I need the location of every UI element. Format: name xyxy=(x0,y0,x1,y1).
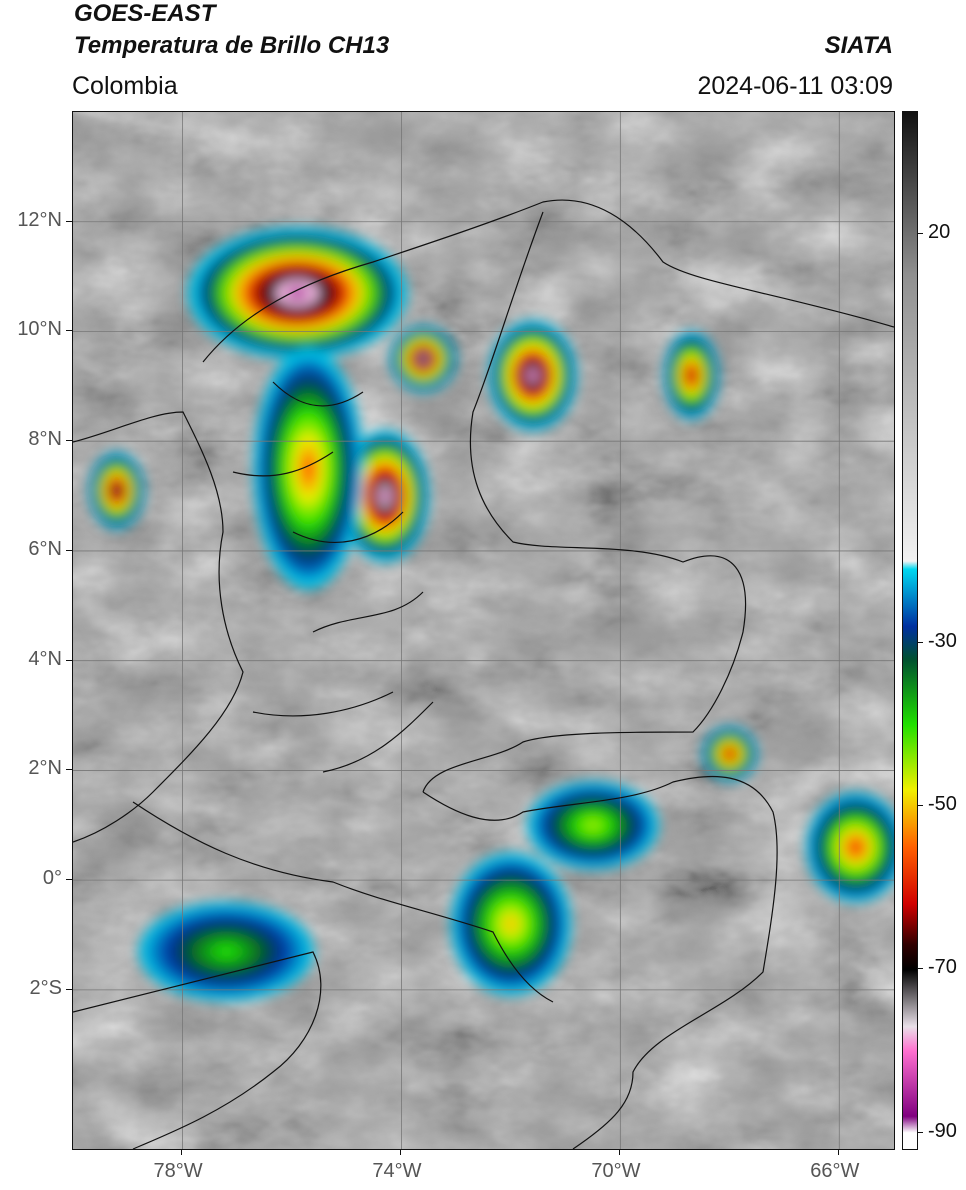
latitude-label: 0° xyxy=(42,867,62,890)
latitude-tick xyxy=(66,330,72,332)
colorbar-label: 20 xyxy=(928,221,951,244)
colorbar-tick xyxy=(917,641,923,643)
latitude-tick xyxy=(66,220,72,222)
graticule xyxy=(73,112,894,1149)
latitude-label: 6°N xyxy=(28,537,62,560)
cell-ring xyxy=(114,486,120,495)
longitude-tick xyxy=(838,1149,840,1155)
latitude-tick xyxy=(66,440,72,442)
country-borders xyxy=(73,199,894,1149)
caribbean-northwest-cell xyxy=(187,227,407,359)
latitude-label: 8°N xyxy=(28,428,62,451)
colombia-ecuador-border xyxy=(132,801,554,1003)
cell-ring xyxy=(504,916,517,932)
satellite-title: GOES-EAST xyxy=(74,0,216,27)
cell-ring xyxy=(302,456,314,481)
santander-cell xyxy=(341,430,429,562)
ecuador-peru-cells xyxy=(138,902,314,1001)
magdalena-cell xyxy=(390,325,457,392)
latitude-tick xyxy=(66,769,72,771)
longitude-label: 74°W xyxy=(372,1160,422,1182)
venezuela-east-cell xyxy=(664,331,719,420)
colorbar xyxy=(902,111,918,1150)
cell-ring xyxy=(217,946,236,957)
cell-ring xyxy=(420,355,427,363)
longitude-tick xyxy=(619,1149,621,1155)
cell-ring xyxy=(586,820,600,830)
latitude-tick xyxy=(66,549,72,551)
maracaibo-cell xyxy=(488,320,577,431)
latitude-label: 4°N xyxy=(28,647,62,670)
vaupes-cell xyxy=(527,781,659,870)
colorbar-tick xyxy=(917,805,923,807)
longitude-tick xyxy=(400,1149,402,1155)
product-title: Temperatura de Brillo CH13 xyxy=(74,32,390,59)
colombia-venezuela-border xyxy=(422,211,747,793)
ecuador-peru-border xyxy=(73,951,322,1149)
datetime-label: 2024-06-11 03:09 xyxy=(697,72,893,100)
latitude-label: 2°S xyxy=(29,976,62,999)
longitude-tick xyxy=(181,1149,183,1155)
storm-cells-layer xyxy=(89,227,894,1001)
agency-label: SIATA xyxy=(824,32,893,59)
colombia-brazil-border xyxy=(422,775,778,1149)
colorbar-tick xyxy=(917,233,923,235)
longitude-label: 78°W xyxy=(153,1160,203,1182)
region-label: Colombia xyxy=(72,72,178,100)
latitude-label: 12°N xyxy=(17,208,62,231)
latitude-tick xyxy=(66,879,72,881)
latitude-label: 10°N xyxy=(17,318,62,341)
satellite-map xyxy=(72,111,895,1150)
colorbar-label: -70 xyxy=(928,956,957,979)
antioquia-band xyxy=(253,347,364,590)
cell-ring xyxy=(688,370,695,380)
latitude-tick xyxy=(66,988,72,990)
map-canvas xyxy=(73,112,894,1149)
cell-ring xyxy=(286,286,309,300)
colorbar-tick xyxy=(917,968,923,970)
latitude-label: 2°N xyxy=(28,757,62,780)
brazil-east-cell xyxy=(806,792,894,903)
colombia-departments xyxy=(232,381,434,773)
longitude-label: 70°W xyxy=(591,1160,641,1182)
longitude-label: 66°W xyxy=(810,1160,860,1182)
cell-ring xyxy=(528,369,538,381)
colorbar-label: -90 xyxy=(928,1119,957,1142)
coastline-caribbean xyxy=(202,199,894,363)
colorbar-tick xyxy=(917,1131,923,1133)
pacific-cell xyxy=(89,452,145,529)
colorbar-label: -30 xyxy=(928,629,957,652)
guainia-cell xyxy=(702,726,758,782)
cell-ring xyxy=(850,841,861,853)
cell-ring xyxy=(727,751,733,757)
latitude-tick xyxy=(66,659,72,661)
cell-ring xyxy=(380,489,390,503)
amazonas-cell xyxy=(450,852,572,996)
colombia-panama-border xyxy=(73,411,244,843)
colorbar-label: -50 xyxy=(928,793,957,816)
